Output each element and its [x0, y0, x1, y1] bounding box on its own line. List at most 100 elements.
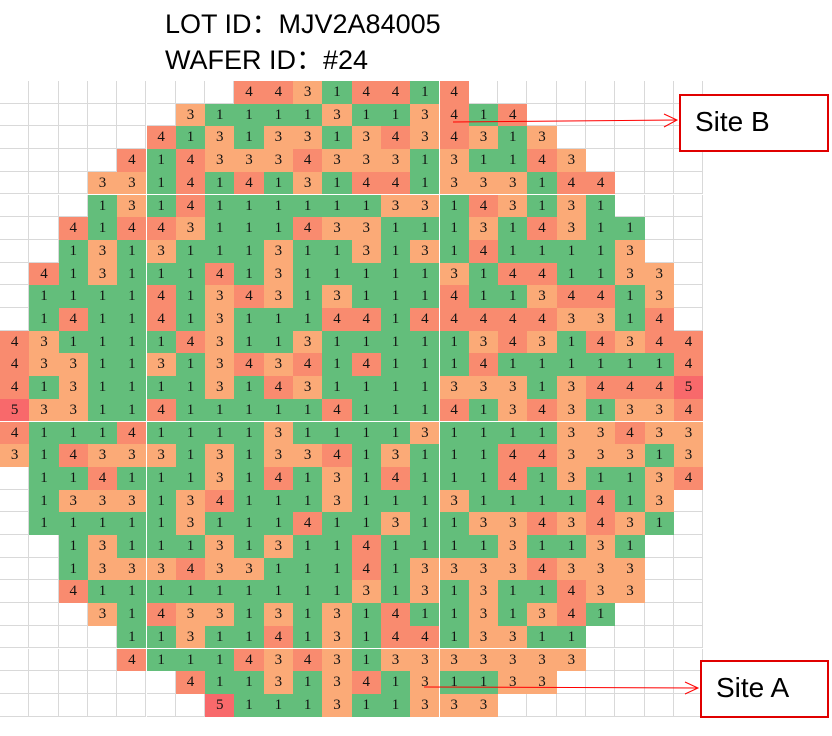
- empty-grid-cell: [29, 535, 59, 558]
- empty-grid-cell: [615, 194, 645, 218]
- empty-grid-cell: [644, 103, 674, 127]
- empty-grid-cell: [586, 671, 616, 694]
- empty-grid-cell: [58, 171, 88, 195]
- empty-grid-cell: [615, 603, 645, 626]
- die-cell: 3: [117, 444, 147, 467]
- empty-grid-cell: [58, 149, 88, 172]
- die-cell: 3: [468, 693, 499, 717]
- die-cell: 4: [439, 126, 469, 150]
- die-cell: 3: [498, 535, 528, 558]
- empty-grid-cell: [175, 81, 206, 104]
- die-cell: 1: [380, 239, 411, 263]
- die-cell: 3: [351, 126, 381, 150]
- die-cell: 3: [29, 398, 59, 422]
- die-cell: 4: [146, 126, 176, 150]
- die-cell: 3: [615, 444, 645, 467]
- die-cell: 1: [468, 285, 499, 308]
- die-cell: 3: [439, 693, 469, 717]
- empty-grid-cell: [673, 603, 704, 626]
- die-cell: 3: [322, 648, 352, 672]
- die-cell: 4: [380, 625, 411, 649]
- die-cell: 3: [175, 603, 206, 626]
- empty-grid-cell: [615, 126, 645, 150]
- die-cell: 3: [205, 126, 235, 150]
- die-cell: 4: [380, 126, 411, 150]
- die-cell: 1: [234, 671, 264, 694]
- die-cell: 1: [175, 398, 206, 422]
- die-cell: 4: [322, 398, 352, 422]
- die-cell: 3: [615, 398, 645, 422]
- die-cell: 1: [410, 444, 440, 467]
- die-cell: 1: [87, 353, 118, 377]
- die-cell: 3: [468, 580, 499, 604]
- die-cell: 1: [234, 262, 264, 286]
- empty-grid-cell: [0, 103, 30, 127]
- die-cell: 1: [146, 512, 176, 535]
- die-cell: 3: [527, 603, 557, 626]
- die-cell: 4: [58, 580, 88, 604]
- empty-grid-cell: [673, 217, 704, 240]
- die-cell: 3: [322, 603, 352, 626]
- die-cell: 1: [29, 421, 59, 445]
- die-cell: 3: [468, 557, 499, 581]
- die-cell: 1: [439, 194, 469, 218]
- die-cell: 4: [117, 149, 147, 172]
- empty-grid-cell: [58, 81, 88, 104]
- die-cell: 3: [644, 466, 674, 490]
- die-cell: 1: [351, 466, 381, 490]
- die-cell: 1: [29, 376, 59, 399]
- die-cell: 4: [175, 330, 206, 354]
- die-cell: 1: [263, 489, 293, 513]
- empty-grid-cell: [87, 103, 118, 127]
- die-cell: 1: [380, 353, 411, 377]
- die-cell: 4: [146, 308, 176, 331]
- die-cell: 1: [527, 535, 557, 558]
- die-cell: 1: [527, 376, 557, 399]
- die-cell: 3: [556, 194, 586, 218]
- die-cell: 1: [263, 171, 293, 195]
- die-cell: 4: [175, 149, 206, 172]
- die-cell: 3: [468, 648, 499, 672]
- die-cell: 1: [351, 603, 381, 626]
- die-cell: 1: [468, 489, 499, 513]
- die-cell: 1: [205, 648, 235, 672]
- die-cell: 3: [615, 512, 645, 535]
- die-cell: 1: [175, 376, 206, 399]
- empty-grid-cell: [527, 81, 557, 104]
- die-cell: 1: [29, 489, 59, 513]
- die-cell: 4: [673, 353, 704, 377]
- die-cell: 1: [234, 625, 264, 649]
- die-cell: 1: [586, 194, 616, 218]
- die-cell: 1: [380, 421, 411, 445]
- die-cell: 3: [439, 149, 469, 172]
- die-cell: 3: [293, 330, 323, 354]
- die-cell: 1: [322, 330, 352, 354]
- die-cell: 1: [117, 262, 147, 286]
- die-cell: 1: [322, 194, 352, 218]
- die-cell: 4: [322, 444, 352, 467]
- die-cell: 1: [468, 103, 499, 127]
- die-cell: 3: [586, 580, 616, 604]
- die-cell: 1: [410, 535, 440, 558]
- die-cell: 1: [586, 262, 616, 286]
- empty-grid-cell: [87, 648, 118, 672]
- die-cell: 3: [644, 262, 674, 286]
- die-cell: 4: [586, 330, 616, 354]
- die-cell: 1: [234, 444, 264, 467]
- die-cell: 4: [293, 648, 323, 672]
- die-cell: 1: [263, 194, 293, 218]
- die-cell: 3: [322, 149, 352, 172]
- wafer-id-label: WAFER ID：#24: [165, 45, 369, 75]
- die-cell: 1: [263, 557, 293, 581]
- empty-grid-cell: [644, 149, 674, 172]
- die-cell: 4: [498, 444, 528, 467]
- die-cell: 5: [205, 693, 235, 717]
- die-cell: 1: [380, 398, 411, 422]
- die-cell: 1: [556, 625, 586, 649]
- die-cell: 3: [439, 376, 469, 399]
- die-cell: 3: [117, 489, 147, 513]
- die-cell: 1: [498, 285, 528, 308]
- die-cell: 1: [87, 217, 118, 240]
- die-cell: 1: [293, 625, 323, 649]
- die-cell: 1: [410, 489, 440, 513]
